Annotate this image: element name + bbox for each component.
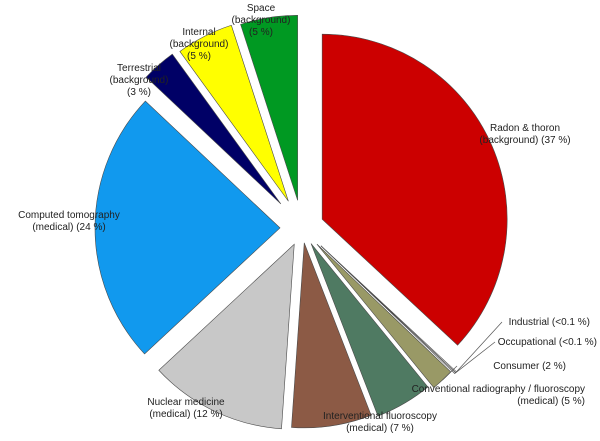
- slice-label: Consumer (2 %): [493, 361, 566, 372]
- slice-label: Nuclear medicine (medical) (12 %): [147, 397, 225, 420]
- slice-label: Space (background) (5 %): [232, 3, 291, 38]
- pie-slice: [291, 242, 372, 429]
- slice-label-line: Industrial (<0.1 %): [509, 317, 590, 328]
- pie-slice: [179, 24, 289, 202]
- slice-label-line: (background): [232, 15, 291, 26]
- slice-label: Terrestrial (background) (3 %): [110, 63, 169, 98]
- slice-label-line: Computed tomography: [18, 210, 120, 221]
- slice-label-line: (5 %): [187, 51, 211, 62]
- pie-slice: [321, 33, 508, 346]
- slice-label-line: (medical) (12 %): [149, 409, 222, 420]
- pie-slice: [158, 243, 295, 430]
- slice-label: Radon & thoron (background) (37 %): [479, 123, 570, 146]
- leader-line: [454, 341, 496, 374]
- slice-label-line: (medical) (24 %): [32, 222, 105, 233]
- slice-label-line: (background): [110, 75, 169, 86]
- pie-slice: [94, 100, 281, 355]
- pie-slices: [94, 15, 508, 430]
- slice-label: Industrial (<0.1 %): [509, 317, 590, 328]
- slice-label-line: Radon & thoron: [490, 123, 560, 134]
- slice-label-line: Occupational (<0.1 %): [498, 337, 597, 348]
- slice-label-line: Consumer (2 %): [493, 361, 566, 372]
- leader-lines: [442, 321, 503, 381]
- slice-labels: Radon & thoron (background) (37 %) Industr…: [18, 3, 597, 434]
- slice-label-line: Conventional radiography / fluoroscopy: [412, 384, 585, 395]
- leader-line: [455, 321, 503, 373]
- slice-label-line: Internal: [182, 27, 215, 38]
- slice-label: Occupational (<0.1 %): [498, 337, 597, 348]
- slice-label-line: Nuclear medicine: [147, 397, 225, 408]
- slice-label-line: (background): [170, 39, 229, 50]
- leader-line: [442, 365, 458, 381]
- slice-label-line: (background) (37 %): [479, 135, 570, 146]
- pie-slice: [310, 243, 429, 417]
- slice-label: Computed tomography (medical) (24 %): [18, 210, 120, 233]
- pie-slice: [145, 53, 282, 205]
- slice-label: Interventional fluoroscopy (medical) (7 %…: [323, 411, 437, 434]
- pie-slice: [240, 15, 298, 201]
- slice-label: Internal (background) (5 %): [170, 27, 229, 62]
- slice-label-line: (5 %): [249, 27, 273, 38]
- slice-label-line: Interventional fluoroscopy: [323, 411, 437, 422]
- slice-label: Conventional radiography / fluoroscopy (m…: [412, 384, 585, 407]
- slice-label-line: (medical) (5 %): [517, 396, 585, 407]
- slice-label-line: (medical) (7 %): [346, 423, 414, 434]
- slice-label-line: Terrestrial: [117, 63, 161, 74]
- slice-label-line: Space: [247, 3, 276, 14]
- slice-label-line: (3 %): [127, 87, 151, 98]
